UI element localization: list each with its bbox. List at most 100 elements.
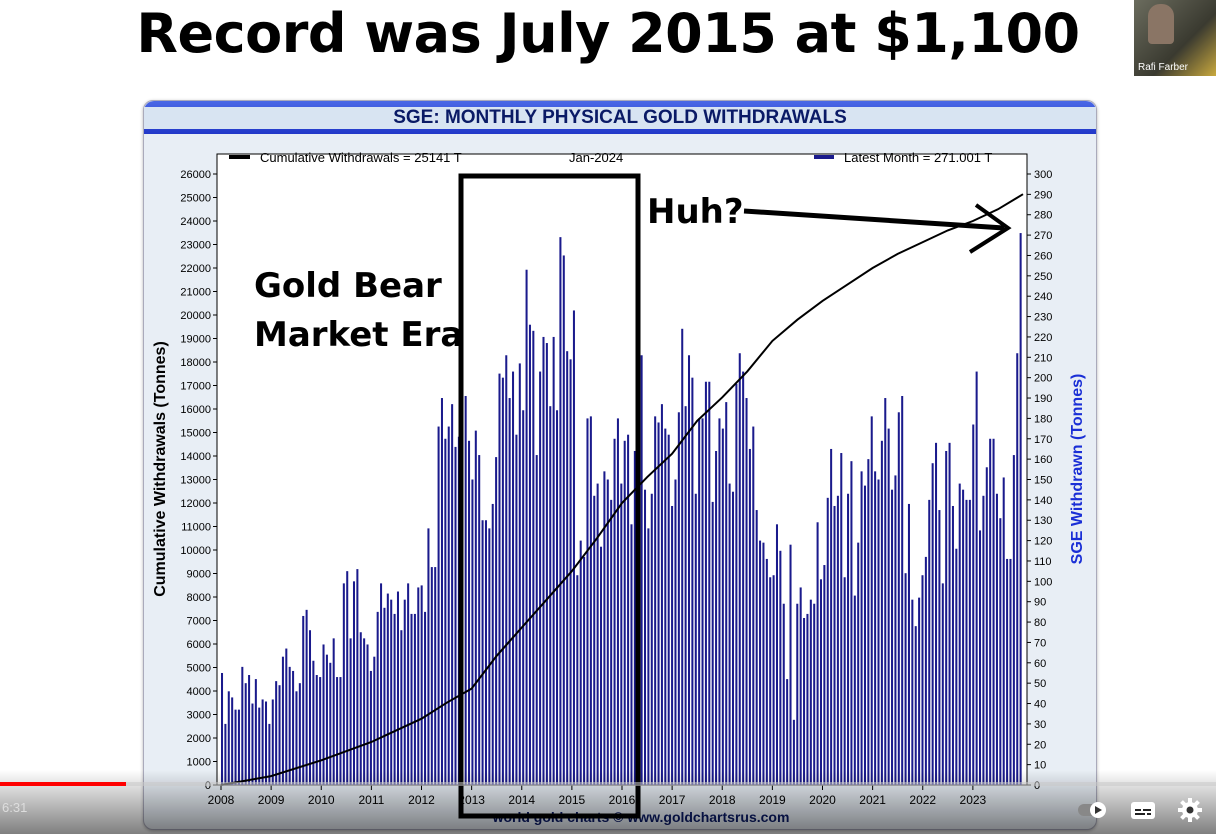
webcam-background <box>1134 0 1216 76</box>
monthly-bar <box>901 395 904 785</box>
monthly-bar <box>650 493 653 785</box>
monthly-bar <box>711 501 714 785</box>
monthly-bar <box>484 520 487 785</box>
monthly-bar <box>586 418 589 785</box>
monthly-bar <box>491 503 494 785</box>
monthly-bar <box>515 434 518 785</box>
monthly-bar <box>305 609 308 785</box>
monthly-bar <box>819 579 822 785</box>
monthly-bar <box>677 412 680 785</box>
monthly-bar <box>420 585 423 785</box>
monthly-bar <box>782 603 785 785</box>
subtitles-button[interactable] <box>1128 796 1158 824</box>
monthly-bar <box>708 381 711 785</box>
left-axis-label: 1000 <box>187 757 211 769</box>
monthly-bar <box>982 495 985 785</box>
monthly-bar <box>593 495 596 785</box>
right-axis-label: 60 <box>1034 658 1046 670</box>
monthly-bar <box>518 363 521 785</box>
monthly-bar <box>887 428 890 785</box>
monthly-bar <box>224 723 227 785</box>
monthly-bar <box>369 670 372 785</box>
right-axis-label: 20 <box>1034 739 1046 751</box>
monthly-bar <box>985 467 988 785</box>
monthly-bar <box>579 540 582 785</box>
monthly-bar <box>630 524 633 785</box>
monthly-bar <box>799 587 802 785</box>
left-axis-label: 8000 <box>187 592 211 604</box>
monthly-bar <box>440 398 443 785</box>
monthly-bar <box>870 416 873 785</box>
monthly-bar <box>417 587 420 785</box>
autoplay-toggle[interactable] <box>1076 796 1106 824</box>
monthly-bar <box>731 491 735 785</box>
presenter-name: Rafi Farber <box>1138 62 1189 73</box>
monthly-bar <box>979 530 982 785</box>
monthly-bar <box>596 483 599 785</box>
monthly-bar <box>315 675 318 785</box>
monthly-bar <box>704 381 707 785</box>
monthly-bar <box>874 471 877 785</box>
left-axis-label: 19000 <box>180 334 211 346</box>
monthly-bar <box>444 438 447 785</box>
monthly-bar <box>911 599 914 785</box>
monthly-bar <box>427 528 430 785</box>
monthly-bar <box>738 353 741 785</box>
monthly-bar <box>244 683 247 785</box>
monthly-bar <box>556 410 559 785</box>
monthly-bar <box>796 603 799 785</box>
left-axis-label: 9000 <box>187 569 211 581</box>
monthly-bar <box>292 670 295 785</box>
monthly-bar <box>792 719 795 785</box>
huh-annotation: Huh? <box>647 192 744 232</box>
video-progress-bar[interactable] <box>0 782 1216 786</box>
monthly-bar <box>931 463 934 785</box>
right-axis-label: 80 <box>1034 617 1046 629</box>
monthly-bar <box>995 493 998 785</box>
monthly-bar <box>860 471 863 785</box>
monthly-bar <box>752 426 755 785</box>
monthly-bar <box>955 548 958 785</box>
right-axis-label: 30 <box>1034 719 1046 731</box>
monthly-bar <box>400 630 403 785</box>
monthly-bar <box>759 540 762 785</box>
right-axis-label: 290 <box>1034 189 1052 201</box>
left-axis-label: 17000 <box>180 381 211 393</box>
monthly-bar <box>589 416 592 785</box>
monthly-bar <box>332 638 335 785</box>
monthly-bar <box>762 542 765 785</box>
monthly-bar <box>914 626 917 785</box>
monthly-bar <box>654 416 657 785</box>
monthly-bar <box>880 440 883 785</box>
right-axis-label: 240 <box>1034 291 1052 303</box>
right-axis-label: 200 <box>1034 373 1052 385</box>
monthly-bar <box>468 440 471 785</box>
monthly-bar <box>833 505 836 785</box>
monthly-bar <box>725 402 728 785</box>
left-axis-label: 26000 <box>180 169 211 181</box>
right-axis-label: 230 <box>1034 312 1052 324</box>
monthly-bar <box>336 677 339 785</box>
legend-latest-label: Latest Month = 271.001 T <box>844 150 992 165</box>
monthly-bar <box>386 593 389 785</box>
monthly-bar <box>390 599 393 785</box>
monthly-bar <box>234 709 237 785</box>
monthly-bar <box>691 377 694 785</box>
settings-button[interactable] <box>1176 796 1206 824</box>
monthly-bar <box>576 575 579 785</box>
right-axis-label: 160 <box>1034 454 1052 466</box>
right-axis-label: 10 <box>1034 760 1046 772</box>
monthly-bar <box>559 237 562 786</box>
monthly-bar <box>674 479 677 785</box>
right-axis-label: 300 <box>1034 169 1052 181</box>
monthly-bar <box>1012 455 1015 785</box>
monthly-bar <box>999 518 1002 785</box>
right-axis-label: 110 <box>1034 556 1052 568</box>
monthly-bar <box>542 336 545 785</box>
monthly-bar <box>495 457 498 785</box>
subtitles-icon <box>1131 802 1155 819</box>
monthly-bar <box>603 471 606 785</box>
monthly-bar <box>221 672 224 785</box>
monthly-bar <box>474 430 477 785</box>
bear-market-label-line2: Market Era <box>254 315 463 355</box>
